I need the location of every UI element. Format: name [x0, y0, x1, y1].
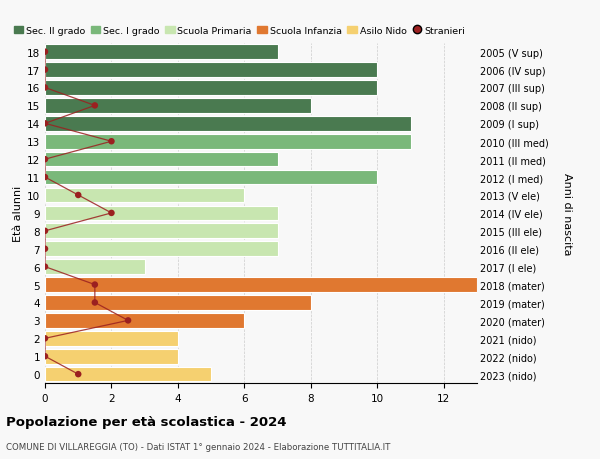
Bar [45, 331, 178, 346]
Bar [45, 170, 377, 185]
Point [40, 174, 50, 181]
Bar [45, 99, 311, 113]
Bar [45, 45, 278, 60]
Bar [45, 278, 477, 292]
Y-axis label: Anni di nascita: Anni di nascita [562, 172, 572, 255]
Bar [45, 367, 211, 381]
Point [40, 49, 50, 56]
Point [40, 246, 50, 253]
Point [73, 371, 83, 378]
Y-axis label: Età alunni: Età alunni [13, 185, 23, 241]
Point [90, 102, 100, 110]
Point [40, 156, 50, 163]
Point [107, 138, 116, 146]
Bar [45, 134, 410, 149]
Text: COMUNE DI VILLAREGGIA (TO) - Dati ISTAT 1° gennaio 2024 - Elaborazione TUTTITALI: COMUNE DI VILLAREGGIA (TO) - Dati ISTAT … [6, 442, 391, 451]
Point [40, 353, 50, 360]
Legend: Sec. II grado, Sec. I grado, Scuola Primaria, Scuola Infanzia, Asilo Nido, Stran: Sec. II grado, Sec. I grado, Scuola Prim… [14, 27, 465, 35]
Point [40, 335, 50, 342]
Point [40, 120, 50, 128]
Bar [45, 224, 278, 239]
Point [40, 84, 50, 92]
Bar [45, 242, 278, 257]
Bar [45, 349, 178, 364]
Bar [45, 296, 311, 310]
Point [40, 228, 50, 235]
Bar [45, 206, 278, 221]
Bar [45, 63, 377, 78]
Bar [45, 117, 410, 131]
Point [73, 192, 83, 199]
Bar [45, 188, 244, 203]
Bar [45, 81, 377, 95]
Point [40, 263, 50, 271]
Point [90, 299, 100, 307]
Point [40, 67, 50, 74]
Point [90, 281, 100, 289]
Text: Popolazione per età scolastica - 2024: Popolazione per età scolastica - 2024 [6, 415, 287, 428]
Bar [45, 152, 278, 167]
Point [107, 210, 116, 217]
Bar [45, 313, 244, 328]
Point [123, 317, 133, 325]
Bar [45, 260, 145, 274]
